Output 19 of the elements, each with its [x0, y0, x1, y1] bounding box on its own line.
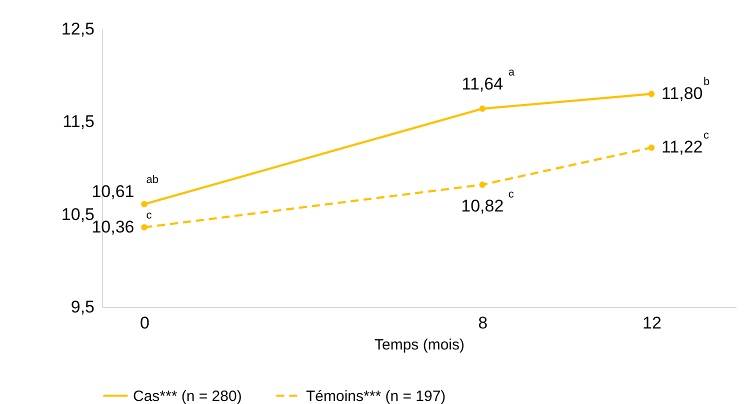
- point: [479, 106, 486, 112]
- data-label: 11,64a: [462, 66, 516, 94]
- legend-label: Cas*** (n = 280): [133, 388, 242, 404]
- y-tick-label: 12,5: [61, 20, 94, 38]
- point: [648, 90, 655, 98]
- point: [141, 224, 148, 230]
- x-tick-label: 0: [140, 314, 150, 332]
- legend-label: Témoins*** (n = 197): [306, 388, 446, 404]
- y-tick-label: 11,5: [62, 112, 94, 132]
- y-tick-label: 9,5: [70, 298, 94, 316]
- point: [479, 182, 486, 188]
- x-axis-title: Temps (mois): [374, 336, 465, 354]
- point: [648, 144, 655, 151]
- y-tick-label: 10,5: [61, 204, 94, 224]
- data-label: 10,61ab: [92, 174, 159, 202]
- x-tick-label: 12: [642, 314, 662, 332]
- data-label: 10,82c: [461, 188, 514, 216]
- point: [141, 200, 148, 208]
- x-tick-label: 8: [478, 314, 488, 332]
